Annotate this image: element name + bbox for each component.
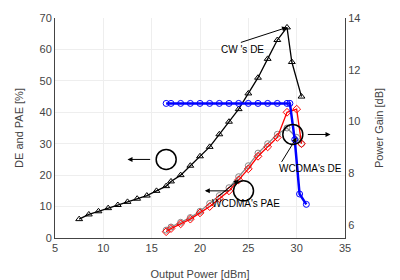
svg-text:WCDMA's DE: WCDMA's DE: [279, 163, 342, 174]
svg-text:15: 15: [146, 242, 158, 254]
svg-text:40: 40: [40, 106, 52, 118]
svg-text:50: 50: [40, 75, 52, 87]
svg-text:WCDMA's PAE: WCDMA's PAE: [212, 198, 280, 209]
svg-text:25: 25: [242, 242, 254, 254]
svg-text:5: 5: [52, 242, 58, 254]
svg-text:10: 10: [97, 242, 109, 254]
svg-text:20: 20: [194, 242, 206, 254]
svg-text:30: 30: [40, 138, 52, 150]
svg-text:12: 12: [348, 64, 360, 76]
svg-text:8: 8: [348, 167, 354, 179]
svg-text:70: 70: [40, 12, 52, 24]
svg-text:30: 30: [291, 242, 303, 254]
svg-text:10: 10: [40, 200, 52, 212]
svg-text:DE and PAE [%]: DE and PAE [%]: [13, 88, 25, 168]
svg-text:6: 6: [348, 219, 354, 231]
svg-text:20: 20: [40, 169, 52, 181]
svg-text:35: 35: [339, 242, 351, 254]
svg-text:60: 60: [40, 43, 52, 55]
svg-text:Output Power [dBm]: Output Power [dBm]: [150, 268, 249, 280]
svg-text:Power Gain [dB]: Power Gain [dB]: [373, 88, 385, 168]
svg-text:0: 0: [46, 232, 52, 244]
svg-text:CW 's DE: CW 's DE: [221, 44, 264, 55]
svg-text:10: 10: [348, 115, 360, 127]
svg-text:14: 14: [348, 12, 360, 24]
